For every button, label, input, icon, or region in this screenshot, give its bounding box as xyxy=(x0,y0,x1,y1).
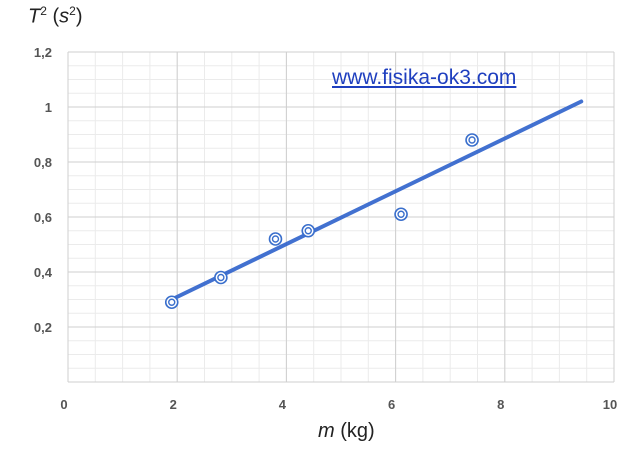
trendline xyxy=(169,99,584,302)
data-point-outer xyxy=(268,232,283,246)
y-tick-label: 1,2 xyxy=(34,45,52,60)
data-point-inner xyxy=(217,273,225,282)
data-point-inner xyxy=(304,227,312,235)
data-point xyxy=(214,270,228,285)
x-tick-labels: 0 2 4 6 8 10 xyxy=(60,397,617,412)
y-tick-label: 1 xyxy=(45,100,52,115)
y-tick-labels: 0,2 0,4 0,6 0,8 1 1,2 xyxy=(34,45,53,335)
data-point-outer xyxy=(214,270,228,285)
data-points xyxy=(164,133,479,310)
trendline-group xyxy=(169,99,584,302)
data-point-outer xyxy=(394,207,408,222)
x-tick-label: 8 xyxy=(497,397,504,412)
data-point-outer xyxy=(465,133,479,147)
x-tick-label: 10 xyxy=(603,397,617,412)
y-tick-label: 0,8 xyxy=(34,155,52,170)
data-point xyxy=(268,232,283,246)
data-point-inner xyxy=(168,298,176,306)
y-tick-label: 0,6 xyxy=(34,210,52,225)
data-point-inner xyxy=(271,235,280,243)
y-tick-label: 0,4 xyxy=(34,265,53,280)
x-tick-label: 6 xyxy=(388,397,395,412)
data-point xyxy=(301,223,316,238)
data-point xyxy=(164,295,179,310)
y-axis-label: T2 (s2) xyxy=(28,4,83,28)
data-point-outer xyxy=(164,295,179,310)
data-point-inner xyxy=(397,210,405,218)
x-tick-label: 4 xyxy=(279,397,287,412)
x-axis-label: m (kg) xyxy=(318,420,375,442)
x-tick-label: 2 xyxy=(170,397,177,412)
y-tick-label: 0,2 xyxy=(34,320,52,335)
data-point-outer xyxy=(301,223,316,238)
data-point xyxy=(394,207,408,222)
x-tick-label: 0 xyxy=(60,397,67,412)
data-point-inner xyxy=(468,136,476,144)
data-point xyxy=(465,133,479,147)
watermark-link[interactable]: www.fisika-ok3.com xyxy=(332,66,517,89)
